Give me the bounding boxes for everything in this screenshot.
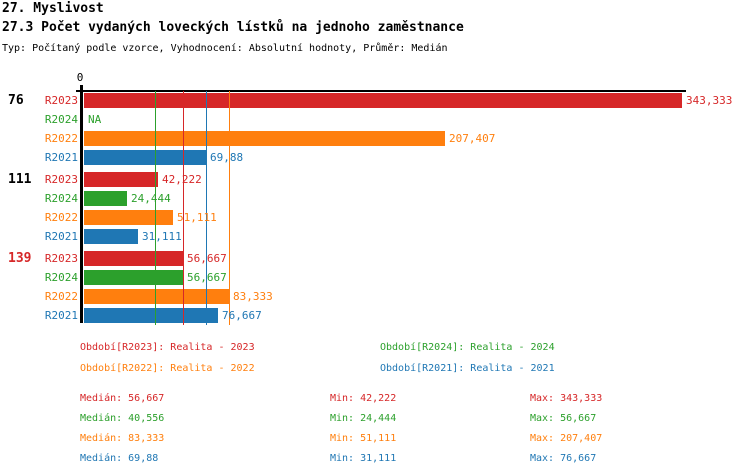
- chart-subtitle: Typ: Počítaný podle vzorce, Vyhodnocení:…: [2, 43, 448, 54]
- chart-title: 27.3 Počet vydaných loveckých lístků na …: [2, 20, 464, 35]
- row-label-R2021: R2021: [44, 309, 78, 322]
- median-line-R2022: [229, 91, 230, 325]
- stat-max-R2021: Max: 76,667: [530, 453, 597, 464]
- bar-R2021: [84, 308, 218, 323]
- legend-item-R2023: Období[R2023]: Realita - 2023: [80, 342, 255, 353]
- stat-max-R2022: Max: 207,407: [530, 433, 603, 444]
- bar-value-label: 83,333: [233, 290, 273, 303]
- stat-median-R2024: Medián: 40,556: [80, 413, 165, 424]
- stat-max-R2024: Max: 56,667: [530, 413, 597, 424]
- row-label-R2021: R2021: [44, 151, 78, 164]
- row-label-R2023: R2023: [44, 94, 78, 107]
- median-line-R2023: [183, 91, 184, 325]
- bar-value-label: 207,407: [449, 132, 496, 145]
- row-label-R2023: R2023: [44, 173, 78, 186]
- bar-R2021: [84, 229, 138, 244]
- row-label-R2022: R2022: [44, 290, 78, 303]
- row-label-R2024: R2024: [44, 192, 78, 205]
- plot-top-line: [76, 90, 686, 92]
- report-section-title: 27. Myslivost: [2, 1, 104, 16]
- group-label: 76: [8, 93, 24, 108]
- bar-R2024: [84, 191, 127, 206]
- bar-R2022: [84, 289, 229, 304]
- row-label-R2024: R2024: [44, 271, 78, 284]
- row-label-R2022: R2022: [44, 132, 78, 145]
- bar-value-label: 42,222: [162, 173, 202, 186]
- bar-value-label: 31,111: [142, 230, 182, 243]
- row-label-R2021: R2021: [44, 230, 78, 243]
- bar-value-label: 56,667: [187, 271, 227, 284]
- stat-min-R2021: Min: 31,111: [330, 453, 397, 464]
- bar-R2023: [84, 251, 183, 266]
- legend-item-R2024: Období[R2024]: Realita - 2024: [380, 342, 555, 353]
- bar-value-label: 76,667: [222, 309, 262, 322]
- bar-value-label: 69,88: [210, 151, 244, 164]
- bar-R2022: [84, 131, 445, 146]
- stat-median-R2022: Medián: 83,333: [80, 433, 165, 444]
- stat-median-R2021: Medián: 69,88: [80, 453, 159, 464]
- row-label-R2022: R2022: [44, 211, 78, 224]
- row-label-R2023: R2023: [44, 252, 78, 265]
- bar-R2021: [84, 150, 206, 165]
- legend-item-R2022: Období[R2022]: Realita - 2022: [80, 363, 255, 374]
- stat-min-R2023: Min: 42,222: [330, 393, 397, 404]
- row-label-R2024: R2024: [44, 113, 78, 126]
- group-label: 139: [8, 251, 32, 266]
- bar-R2023: [84, 172, 158, 187]
- bar-R2023: [84, 93, 682, 108]
- legend-item-R2021: Období[R2021]: Realita - 2021: [380, 363, 555, 374]
- median-line-R2021: [206, 91, 207, 325]
- stat-min-R2024: Min: 24,444: [330, 413, 397, 424]
- median-line-R2024: [155, 91, 156, 325]
- stat-max-R2023: Max: 343,333: [530, 393, 603, 404]
- stat-median-R2023: Medián: 56,667: [80, 393, 165, 404]
- x-axis-zero-label: 0: [76, 71, 84, 84]
- group-label: 111: [8, 172, 32, 187]
- y-axis-line: [80, 85, 83, 323]
- bar-value-label: 343,333: [686, 94, 733, 107]
- bar-value-label: 56,667: [187, 252, 227, 265]
- bar-value-label: 24,444: [131, 192, 171, 205]
- stat-min-R2022: Min: 51,111: [330, 433, 397, 444]
- bar-value-label: 51,111: [177, 211, 217, 224]
- bar-R2024: [84, 270, 183, 285]
- bar-value-label: NA: [88, 113, 102, 126]
- bar-R2022: [84, 210, 173, 225]
